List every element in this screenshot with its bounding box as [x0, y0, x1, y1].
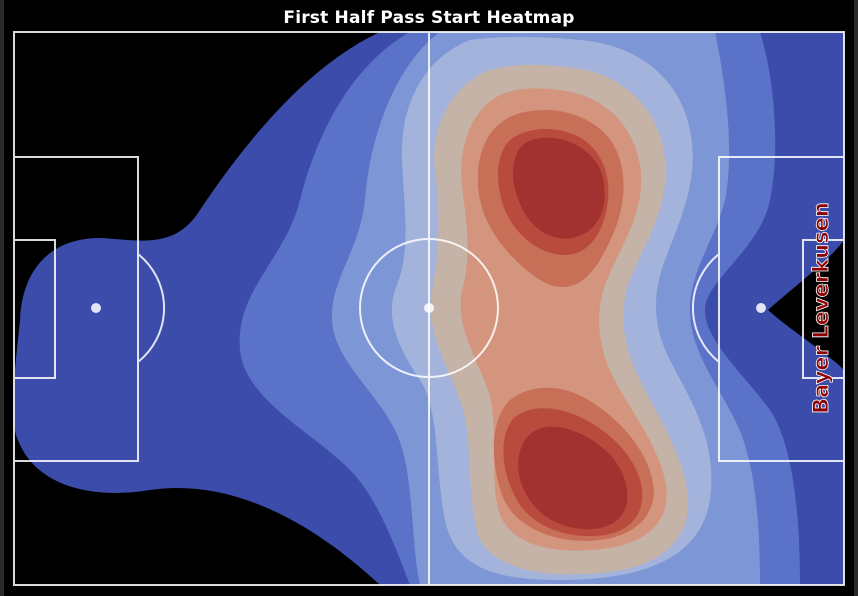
team-label: Bayer Leverkusen: [809, 202, 833, 414]
left-six-yard-box: [13, 239, 56, 379]
density-level-peak: [513, 137, 628, 530]
chart-title: First Half Pass Start Heatmap: [283, 8, 575, 28]
right-penalty-spot: [756, 303, 766, 313]
right-six-yard-box: [802, 239, 845, 379]
right-penalty-arc: [691, 253, 720, 363]
left-penalty-arc: [137, 253, 166, 363]
pitch-spots: [91, 303, 766, 313]
center-spot: [424, 303, 434, 313]
left-penalty-spot: [91, 303, 101, 313]
pitch-markings: [13, 31, 845, 586]
center-circle: [359, 238, 499, 378]
